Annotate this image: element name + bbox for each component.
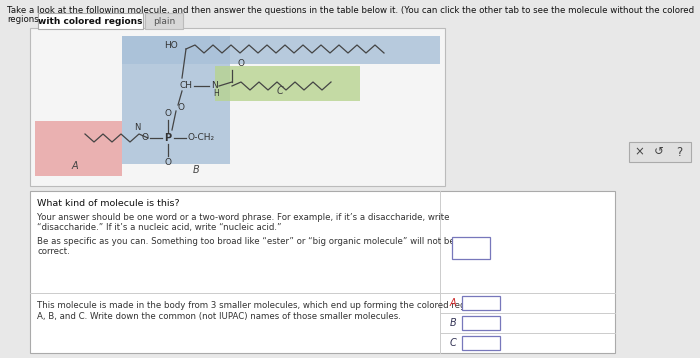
Text: plain: plain [153,16,175,25]
Text: Take a look at the following molecule, and then answer the questions in the tabl: Take a look at the following molecule, a… [7,6,694,15]
Text: A, B, and C. Write down the common (not IUPAC) names of those smaller molecules.: A, B, and C. Write down the common (not … [37,312,401,321]
Text: O-CH₂: O-CH₂ [187,134,214,142]
Text: HO: HO [164,42,178,50]
Text: A: A [71,161,78,171]
Bar [122,36,440,64]
Text: A: A [450,298,456,308]
Text: N: N [134,122,140,131]
Text: O: O [141,134,148,142]
Text: Your answer should be one word or a two-word phrase. For example, if it’s a disa: Your answer should be one word or a two-… [37,213,449,222]
Text: This molecule is made in the body from 3 smaller molecules, which end up forming: This molecule is made in the body from 3… [37,301,483,310]
Text: O: O [178,103,185,112]
Text: Be as specific as you can. Something too broad like “ester” or “big organic mole: Be as specific as you can. Something too… [37,237,488,246]
Text: P: P [164,133,172,143]
Bar [38,13,143,29]
Text: CH: CH [179,82,193,91]
Text: “disaccharide.” If it’s a nucleic acid, write “nucleic acid.”: “disaccharide.” If it’s a nucleic acid, … [37,223,281,232]
Bar [122,36,230,164]
Bar [462,336,500,350]
Text: C: C [276,86,284,96]
Bar [629,142,691,162]
Text: B: B [450,318,456,328]
Text: C: C [450,338,456,348]
Text: O: O [237,59,244,68]
Text: H: H [213,88,219,97]
Bar [462,316,500,330]
Text: O: O [164,158,172,167]
Text: O: O [164,109,172,118]
Bar [35,121,122,176]
Text: ↺: ↺ [654,145,664,159]
Text: regions.): regions.) [7,15,45,24]
Text: ?: ? [676,145,682,159]
Text: What kind of molecule is this?: What kind of molecule is this? [37,199,180,208]
Text: B: B [193,165,200,175]
Text: with colored regions: with colored regions [38,16,143,25]
Bar [215,66,360,101]
Text: ×: × [634,145,644,159]
Bar [30,28,445,186]
Bar [145,13,183,29]
Bar [452,237,490,259]
Bar [30,191,615,353]
Text: correct.: correct. [37,247,70,256]
Bar [462,296,500,310]
Text: N: N [211,82,218,91]
